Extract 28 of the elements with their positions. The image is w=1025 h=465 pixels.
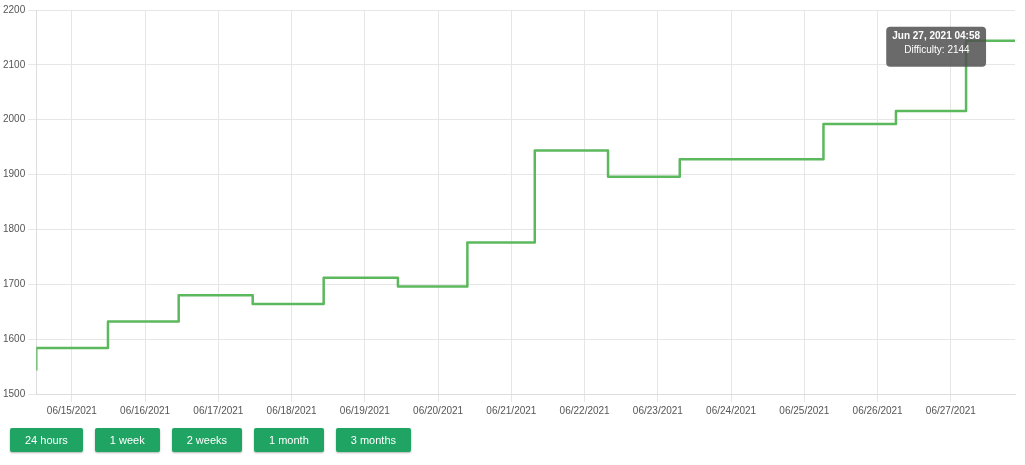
x-tick-label: 06/18/2021 <box>266 404 318 416</box>
y-tick-label: 1700 <box>3 278 26 290</box>
y-tick-label: 1900 <box>3 168 26 180</box>
text: 3 months <box>335 428 412 452</box>
y-tick-label: 2200 <box>3 3 26 15</box>
x-tick-label: 06/17/2021 <box>193 404 244 416</box>
x-tick-label: 06/26/2021 <box>852 404 904 416</box>
annotation: Difficulty: 2144 <box>904 44 971 56</box>
annotation: Jun 27, 2021 04:58 <box>892 30 981 42</box>
x-tick-label: 06/27/2021 <box>925 404 977 416</box>
x-tick-label: 06/22/2021 <box>559 404 611 416</box>
y-tick-label: 1800 <box>3 223 26 235</box>
text: 1 week <box>94 428 160 452</box>
text: 1 month <box>254 428 324 452</box>
text: 24 hours <box>10 428 83 452</box>
x-tick-label: 06/20/2021 <box>413 404 464 416</box>
x-tick-label: 06/16/2021 <box>120 404 171 416</box>
x-tick-label: 06/19/2021 <box>339 404 391 416</box>
x-tick-label: 06/25/2021 <box>779 404 830 416</box>
y-tick-label: 1500 <box>3 387 26 399</box>
x-tick-label: 06/24/2021 <box>706 404 757 416</box>
text: 2 weeks <box>171 428 243 452</box>
x-tick-label: 06/15/2021 <box>46 404 98 416</box>
y-tick-label: 1600 <box>3 332 26 344</box>
y-tick-label: 2000 <box>3 113 26 125</box>
y-tick-label: 2100 <box>3 58 26 70</box>
x-tick-label: 06/23/2021 <box>632 404 684 416</box>
x-tick-label: 06/21/2021 <box>486 404 537 416</box>
